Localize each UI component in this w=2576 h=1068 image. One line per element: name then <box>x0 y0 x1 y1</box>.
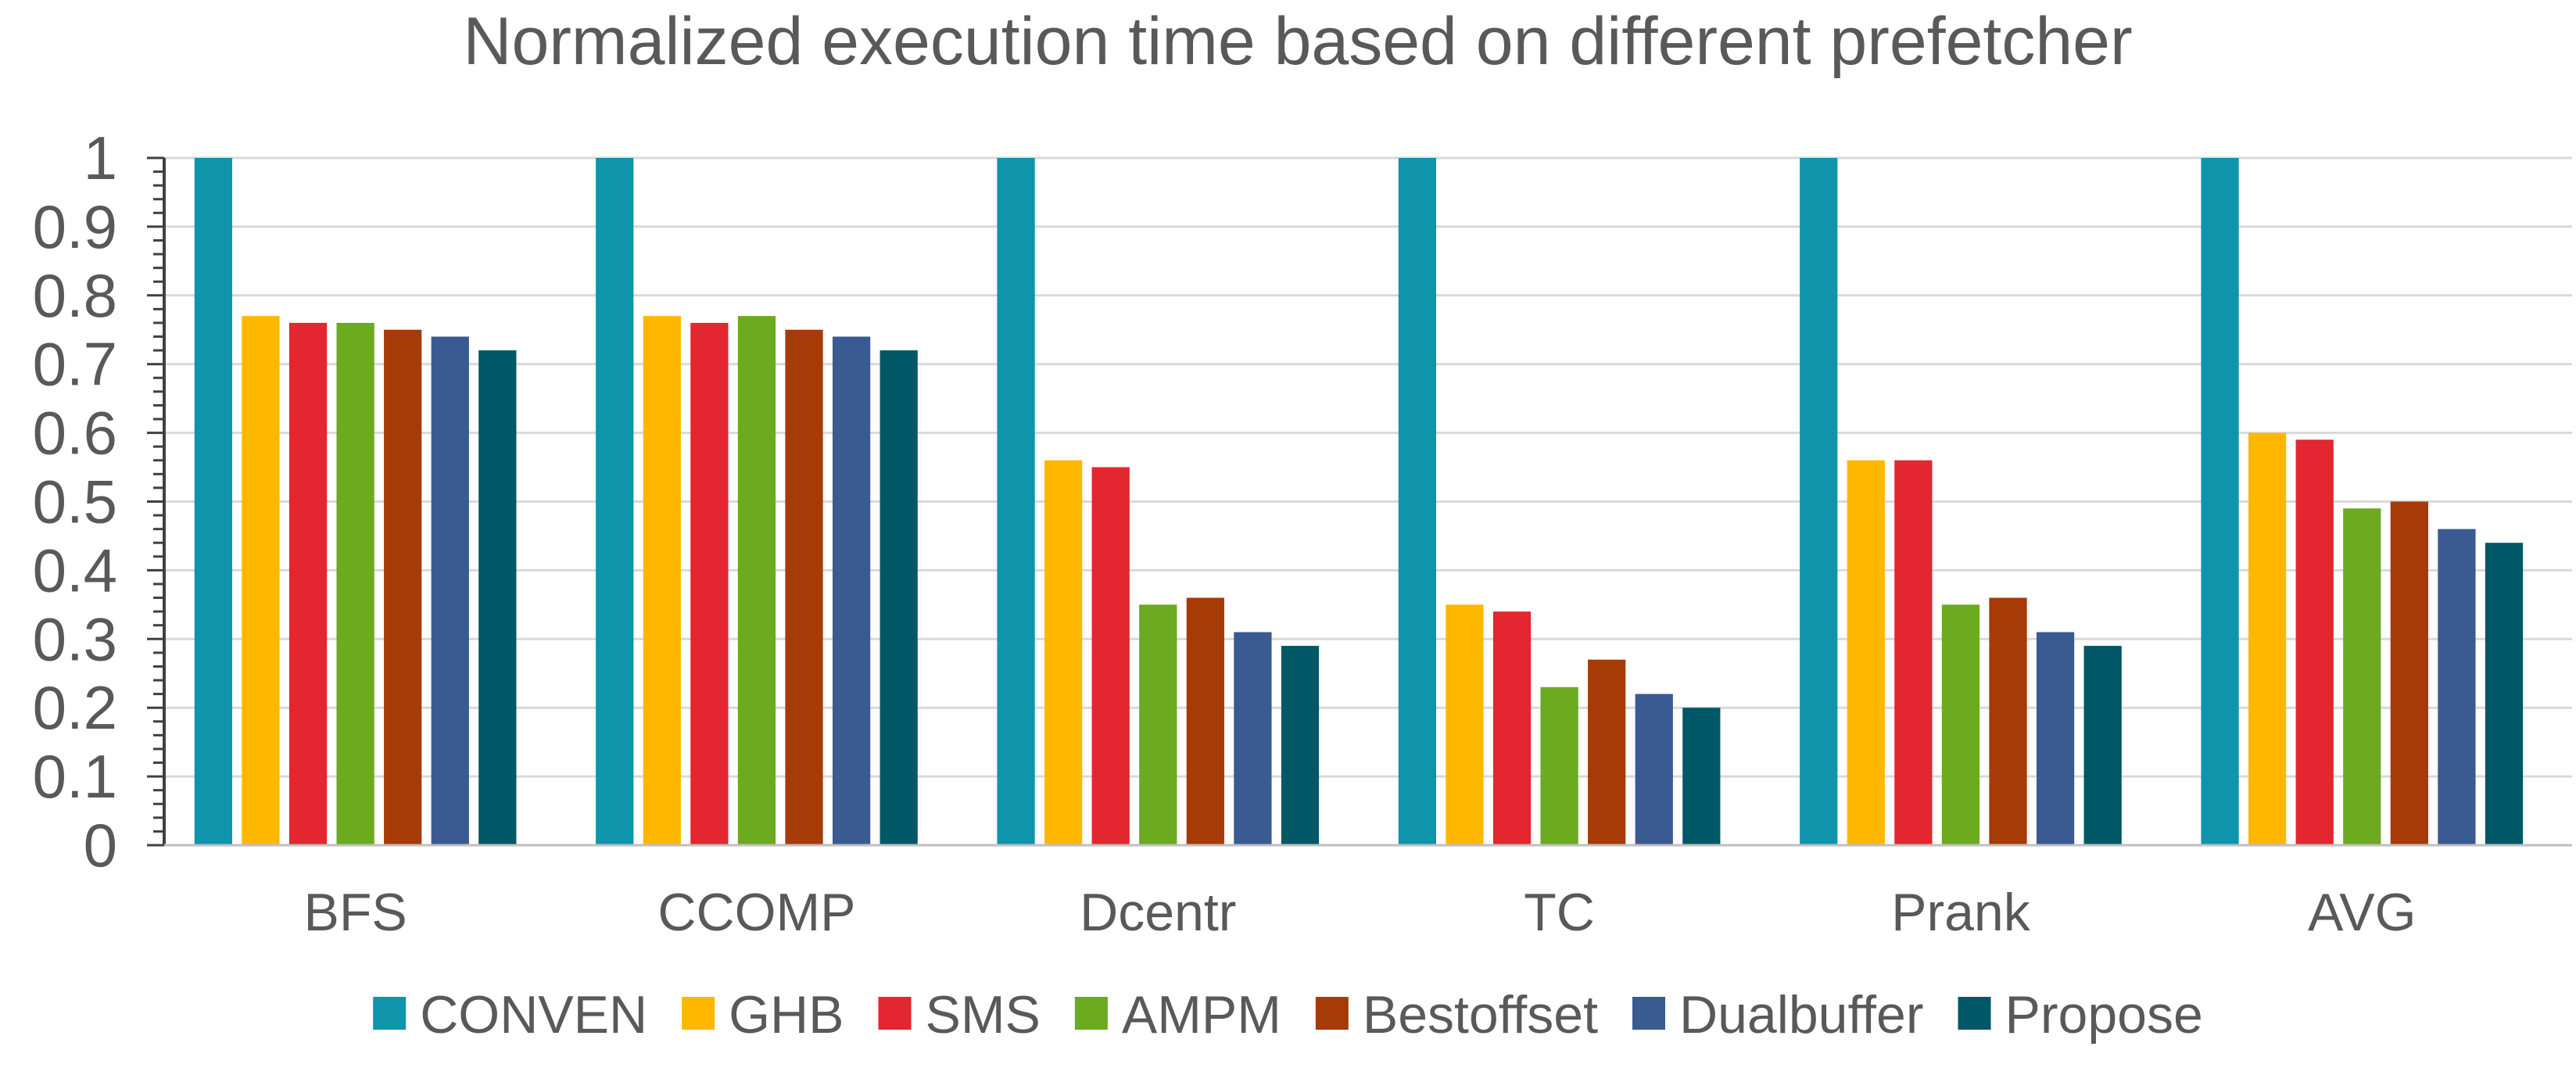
bar-bestoffset-tc <box>1588 659 1626 845</box>
legend-item-propose: Propose <box>1958 985 2203 1045</box>
bar-ghb-tc <box>1446 604 1484 845</box>
bar-sms-tc <box>1492 611 1532 845</box>
bar-conven-ccomp <box>596 158 634 845</box>
x-tick-label: CCOMP <box>657 883 855 942</box>
bar-conven-prank <box>1800 158 1838 845</box>
bar-sms-prank <box>1894 460 1933 845</box>
x-tick-label: Prank <box>1891 883 2031 942</box>
bar-conven-bfs <box>194 158 233 845</box>
y-tick-label: 0.6 <box>33 399 117 468</box>
bar-conven-avg <box>2201 158 2239 845</box>
y-tick-label: 0.4 <box>33 536 117 604</box>
legend-label: SMS <box>925 985 1040 1045</box>
legend-swatch <box>878 997 912 1030</box>
bar-sms-bfs <box>288 322 328 846</box>
bars <box>194 158 2524 846</box>
bar-bestoffset-dcentr <box>1186 597 1224 845</box>
legend-swatch <box>682 997 715 1030</box>
bar-ghb-avg <box>2248 432 2287 845</box>
legend-item-ghb: GHB <box>682 985 844 1045</box>
legend-swatch <box>1315 997 1349 1030</box>
y-axis: 00.10.20.30.40.50.60.70.80.91 <box>33 124 2572 880</box>
bar-propose-bfs <box>478 350 517 845</box>
chart-title: Normalized execution time based on diffe… <box>463 4 2132 79</box>
bar-bestoffset-ccomp <box>785 329 823 845</box>
y-tick-label: 0.3 <box>33 604 117 673</box>
legend-item-bestoffset: Bestoffset <box>1315 985 1598 1045</box>
y-tick-label: 0.1 <box>33 742 117 811</box>
bar-propose-tc <box>1682 708 1721 845</box>
x-tick-label: AVG <box>2308 883 2417 942</box>
bar-bestoffset-bfs <box>384 329 422 845</box>
legend-label: Bestoffset <box>1363 985 1598 1045</box>
bar-propose-avg <box>2485 543 2524 845</box>
legend-label: GHB <box>729 985 844 1045</box>
legend-label: Propose <box>2005 985 2203 1045</box>
bar-ghb-dcentr <box>1044 460 1083 845</box>
y-tick-label: 0.2 <box>33 673 117 742</box>
bar-dualbuffer-ccomp <box>832 336 871 845</box>
bar-dualbuffer-avg <box>2438 529 2476 845</box>
bar-sms-dcentr <box>1091 467 1130 845</box>
legend-swatch <box>1074 997 1108 1030</box>
legend-label: CONVEN <box>420 985 647 1045</box>
legend: CONVEN GHB SMS AMPM Bestoffset Dualbuffer Prop… <box>373 985 2203 1045</box>
bar-bestoffset-avg <box>2390 501 2428 845</box>
y-tick-label: 0.7 <box>33 330 117 399</box>
bar-conven-dcentr <box>997 158 1035 845</box>
x-tick-label: BFS <box>303 883 407 942</box>
x-axis-labels: BFS CCOMP Dcentr TC Prank AVG <box>303 883 2416 942</box>
legend-item-conven: CONVEN <box>373 985 647 1045</box>
x-tick-label: Dcentr <box>1080 883 1236 942</box>
bar-dualbuffer-bfs <box>431 336 469 845</box>
legend-item-dualbuffer: Dualbuffer <box>1632 985 1924 1045</box>
bar-conven-tc <box>1398 158 1437 845</box>
bar-propose-dcentr <box>1281 646 1320 845</box>
y-tick-label: 0.8 <box>33 261 117 330</box>
bar-sms-ccomp <box>690 322 729 846</box>
legend-swatch <box>373 997 407 1030</box>
bar-ghb-bfs <box>242 316 280 845</box>
legend-label: AMPM <box>1122 985 1281 1045</box>
y-tick-label: 0.9 <box>33 192 117 261</box>
legend-label: Dualbuffer <box>1679 985 1924 1045</box>
gridlines <box>164 156 2572 778</box>
legend-swatch <box>1958 997 1991 1030</box>
legend-item-sms: SMS <box>878 985 1041 1045</box>
bar-dualbuffer-tc <box>1635 693 1673 845</box>
bar-ampm-avg <box>2343 508 2381 845</box>
y-tick-label: 1 <box>84 124 117 192</box>
legend-item-ampm: AMPM <box>1074 985 1281 1045</box>
y-tick-label: 0 <box>84 811 117 880</box>
y-tick-label: 0.5 <box>33 468 117 536</box>
bar-ampm-prank <box>1941 604 1980 845</box>
bar-ampm-dcentr <box>1139 604 1177 845</box>
bar-propose-prank <box>2083 646 2122 845</box>
x-tick-label: TC <box>1524 883 1595 942</box>
bar-sms-avg <box>2295 439 2334 845</box>
bar-dualbuffer-dcentr <box>1234 632 1272 845</box>
bar-propose-ccomp <box>880 350 918 845</box>
bar-ampm-tc <box>1540 686 1578 845</box>
bar-ghb-prank <box>1847 460 1885 845</box>
bar-ghb-ccomp <box>643 316 681 845</box>
bar-ampm-bfs <box>336 322 374 846</box>
bar-bestoffset-prank <box>1989 597 2027 845</box>
legend-swatch <box>1632 997 1666 1030</box>
bar-dualbuffer-prank <box>2036 632 2075 845</box>
bar-ampm-ccomp <box>737 316 776 845</box>
